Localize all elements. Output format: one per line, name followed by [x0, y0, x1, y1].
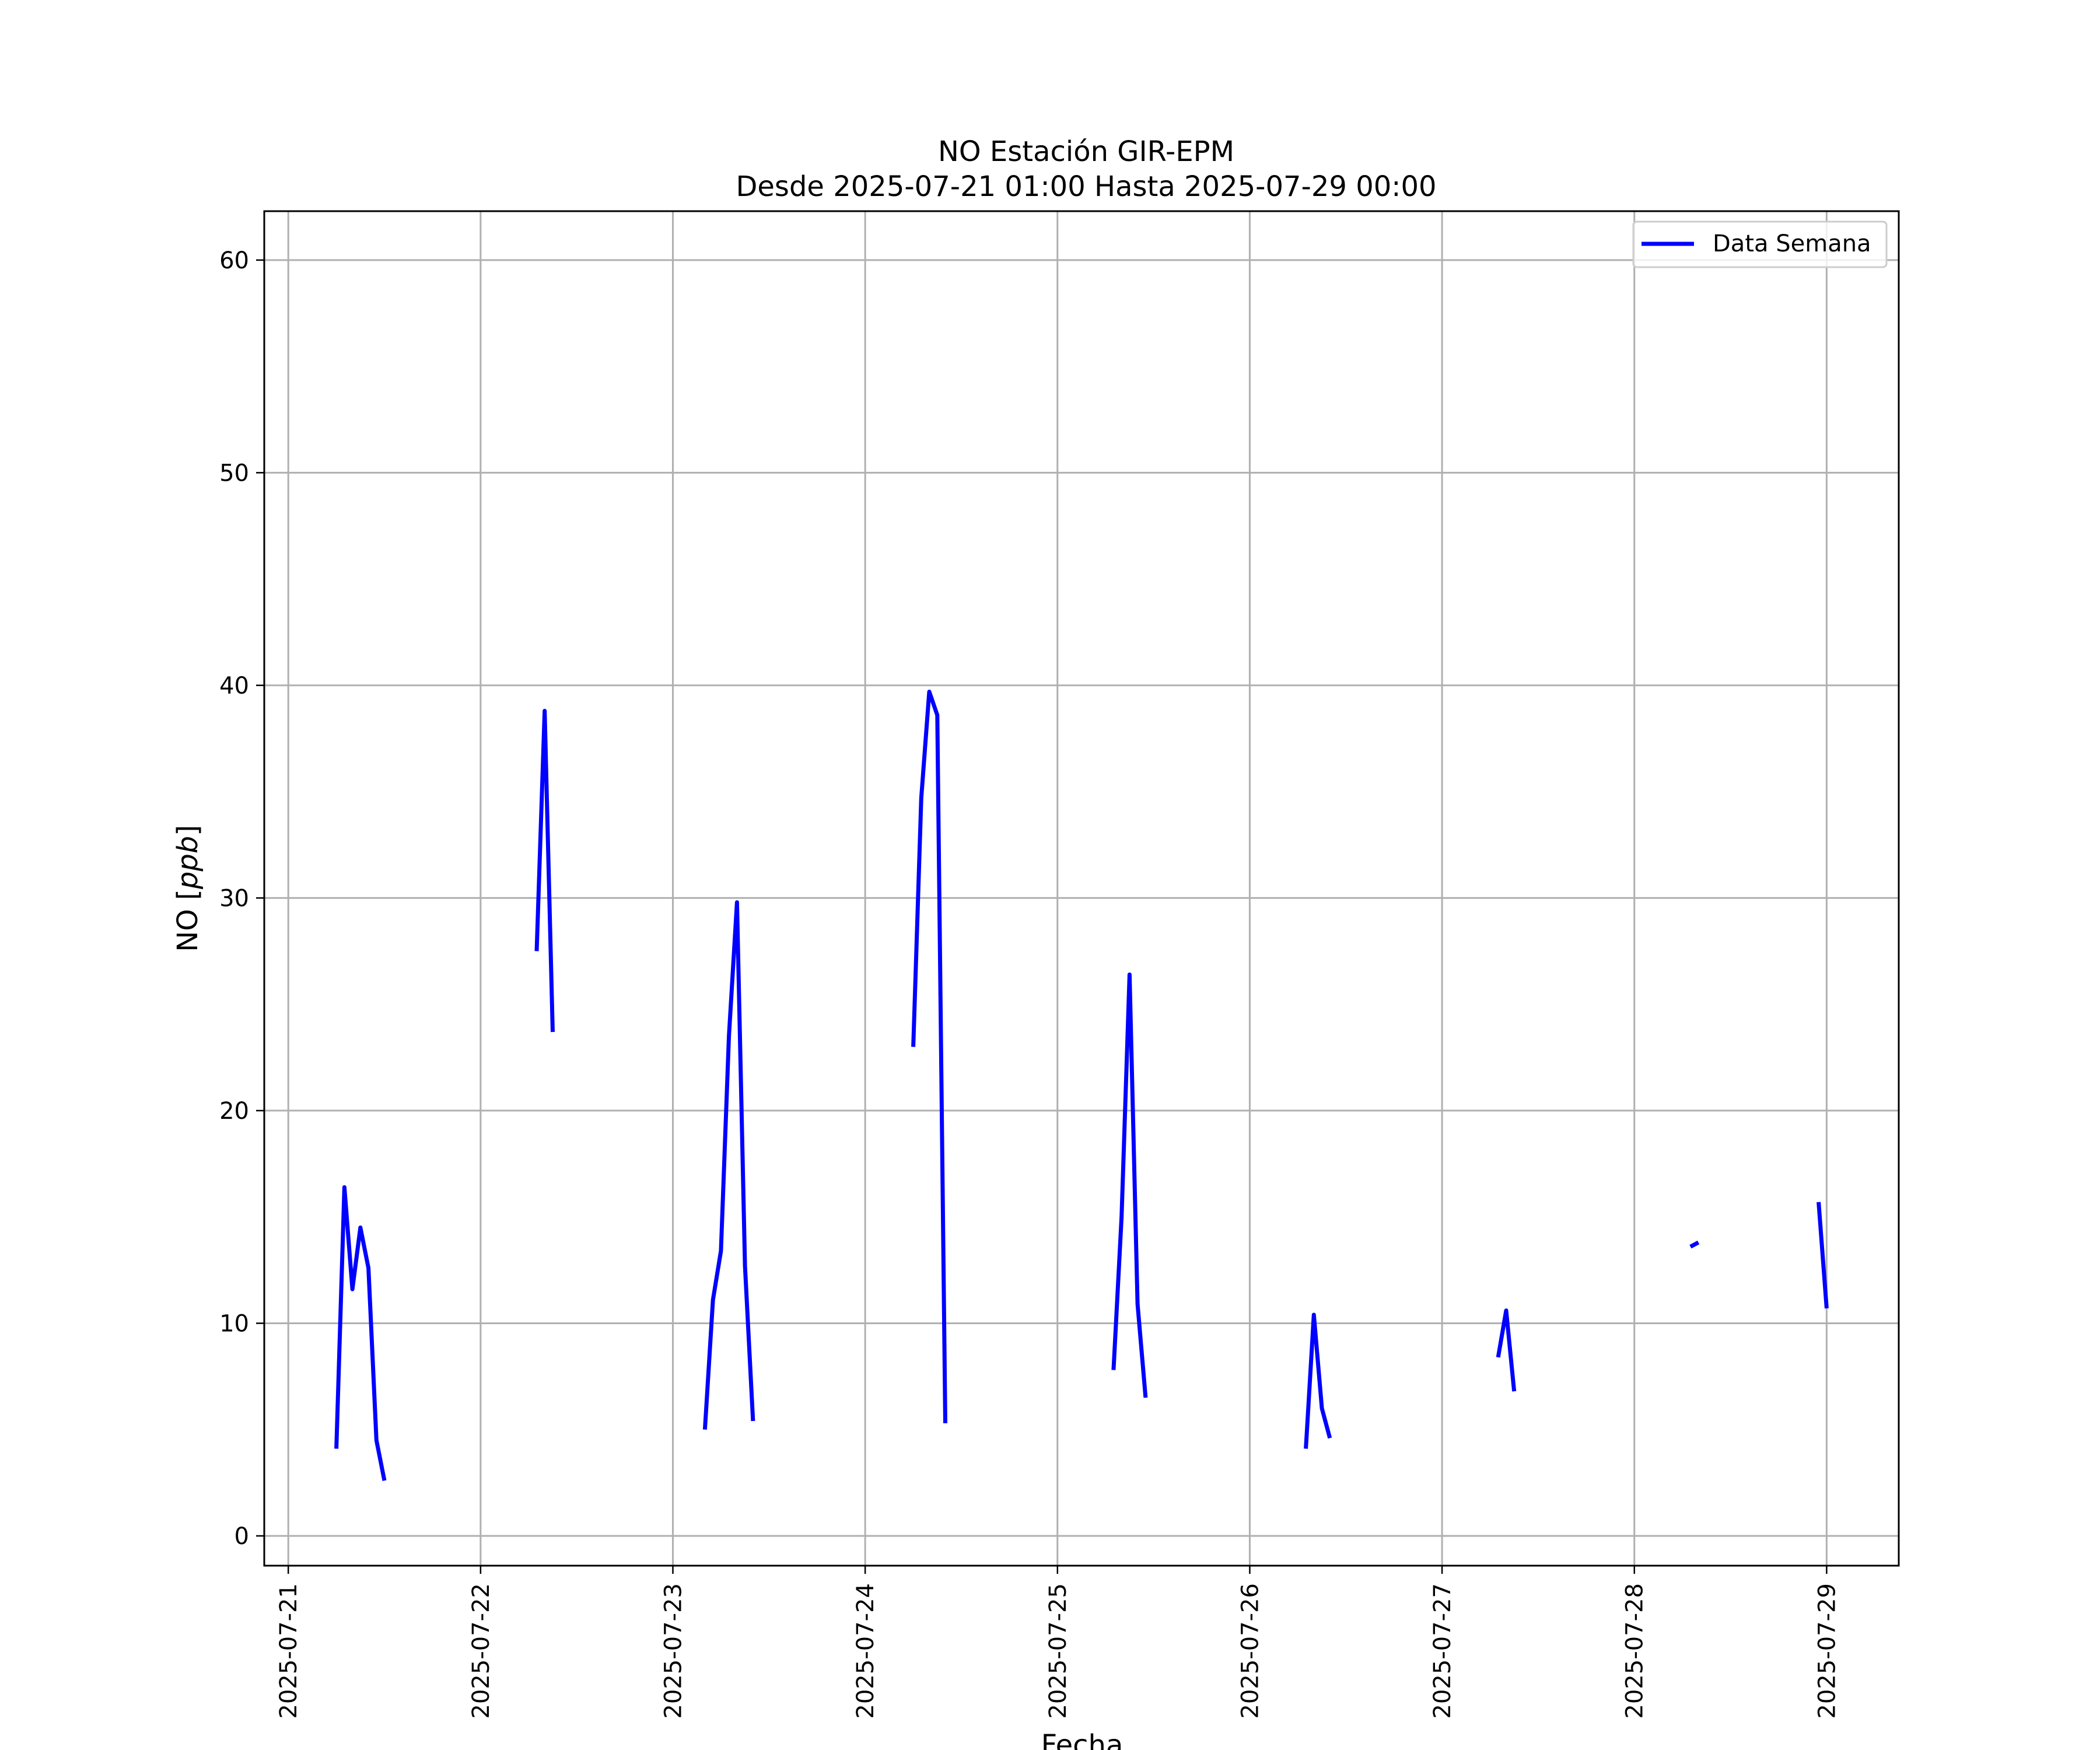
y-axis-ticks: 0 10 20 30 40 50 60 — [219, 247, 264, 1550]
series-line-segment — [1817, 1202, 1829, 1309]
x-tick-label: 2025-07-25 — [1045, 1583, 1072, 1718]
x-tick-label: 2025-07-22 — [468, 1583, 495, 1718]
y-axis-label: NO [ppb] — [172, 825, 204, 952]
x-tick-label: 2025-07-23 — [660, 1583, 687, 1718]
x-tick-label: 2025-07-21 — [275, 1583, 302, 1718]
legend-label-data-semana: Data Semana — [1713, 230, 1871, 257]
x-tick-label: 2025-07-27 — [1429, 1583, 1456, 1718]
x-axis-ticks: 2025-07-21 2025-07-22 2025-07-23 2025-07-24… — [275, 1566, 1840, 1718]
plot-area — [264, 211, 1899, 1566]
y-tick-label: 10 — [219, 1310, 249, 1337]
x-axis-label: Fecha — [1041, 1729, 1124, 1750]
series-line-segment — [534, 709, 555, 1032]
x-tick-label: 2025-07-24 — [852, 1583, 879, 1718]
x-tick-label: 2025-07-28 — [1622, 1583, 1648, 1718]
x-tick-label: 2025-07-29 — [1814, 1583, 1840, 1718]
y-tick-label: 0 — [235, 1523, 249, 1550]
y-axis-label-close: ] — [172, 825, 204, 836]
y-tick-label: 60 — [219, 247, 249, 274]
y-tick-label: 30 — [219, 885, 249, 912]
chart-title-line-1: NO Estación GIR-EPM — [938, 135, 1234, 168]
series-line-segment — [334, 1185, 387, 1481]
series-line-segment — [1689, 1240, 1700, 1249]
legend-box — [1632, 220, 1888, 268]
x-grid — [287, 211, 1828, 1566]
y-axis-label-unit: ppb — [172, 836, 204, 890]
series-line-segment — [702, 900, 755, 1430]
y-grid — [264, 259, 1899, 1537]
series-line-segment — [1304, 1312, 1332, 1449]
y-tick-label: 50 — [219, 460, 249, 487]
series-layer — [334, 690, 1829, 1481]
series-line-segment — [911, 690, 947, 1423]
series-line-segment — [1496, 1308, 1517, 1392]
plot-frame — [263, 210, 1900, 1567]
y-tick-label: 20 — [219, 1098, 249, 1125]
x-tick-label: 2025-07-26 — [1237, 1583, 1264, 1718]
y-tick-label: 40 — [219, 673, 249, 699]
legend: Data Semana — [1632, 220, 1888, 268]
chart-title-line-2: Desde 2025-07-21 01:00 Hasta 2025-07-29 … — [736, 170, 1436, 203]
series-line-segment — [1111, 972, 1148, 1398]
y-axis-label-text: NO [ — [172, 889, 204, 952]
